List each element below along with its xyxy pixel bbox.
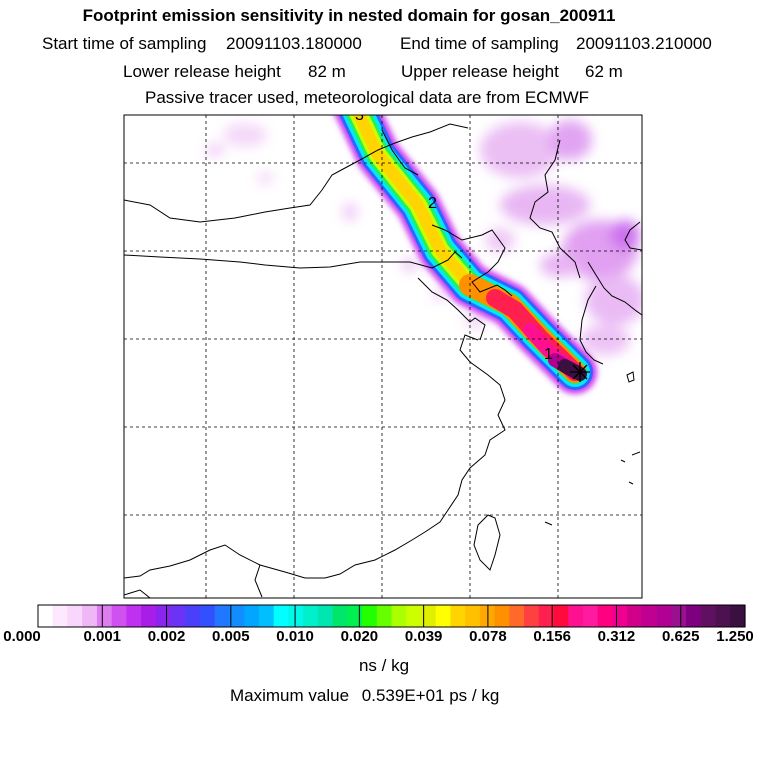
map-grid bbox=[124, 115, 642, 598]
colorbar-frame bbox=[37, 604, 746, 628]
colorbar-segment bbox=[362, 605, 378, 627]
colorbar-tick-label: 1.250 bbox=[716, 628, 754, 645]
colorbar-segment bbox=[170, 605, 186, 627]
colorbar-segment bbox=[391, 605, 407, 627]
colorbar-segment bbox=[67, 605, 83, 627]
colorbar-segment bbox=[126, 605, 142, 627]
plume-marker-2: 2 bbox=[428, 195, 437, 212]
coastlines bbox=[124, 123, 642, 598]
end-time-value: 20091103.210000 bbox=[576, 34, 712, 53]
plume-marker-1: 1 bbox=[544, 346, 553, 363]
colorbar-tick-label: 0.010 bbox=[276, 628, 314, 645]
lower-release-value: 82 m bbox=[308, 62, 346, 81]
colorbar-tick-label: 0.625 bbox=[661, 628, 700, 645]
background-sensitivity-patches bbox=[205, 120, 642, 355]
start-time-value: 20091103.180000 bbox=[226, 34, 362, 53]
plume-marker-3: 3 bbox=[355, 107, 364, 124]
start-time-label: Start time of sampling bbox=[42, 34, 207, 53]
colorbar-segment bbox=[273, 605, 289, 627]
colorbar-segment bbox=[229, 605, 245, 627]
colorbar-segment bbox=[303, 605, 319, 627]
colorbar-segment bbox=[347, 605, 363, 627]
colorbar-segment bbox=[185, 605, 201, 627]
colorbar-tick-label: 0.078 bbox=[469, 628, 507, 645]
colorbar-segment bbox=[52, 605, 69, 627]
colorbar-tick-label: 0.020 bbox=[340, 628, 379, 645]
colorbar-segment bbox=[730, 605, 746, 627]
colorbar-segment bbox=[155, 605, 172, 627]
colorbar-tick-label: 0.001 bbox=[83, 628, 122, 645]
colorbar-segment bbox=[671, 605, 687, 627]
colorbar-segment bbox=[465, 605, 481, 627]
colorbar-segment bbox=[568, 605, 584, 627]
colorbar-tick-label: 0.005 bbox=[212, 628, 250, 645]
colorbar-units: ns / kg bbox=[358, 656, 410, 675]
colorbar-segment bbox=[38, 605, 54, 627]
colorbar-segment bbox=[494, 605, 510, 627]
colorbar-segment bbox=[509, 605, 525, 627]
end-time-label: End time of sampling bbox=[400, 34, 559, 53]
colorbar-segment bbox=[524, 605, 540, 627]
colorbar-tick-label: 0.000 bbox=[3, 628, 41, 645]
colorbar-segment bbox=[288, 605, 304, 627]
maximum-value-number: 0.539E+01 ps / kg bbox=[361, 686, 500, 705]
colorbar-tick-label: 0.039 bbox=[404, 628, 443, 645]
colorbar-segment bbox=[700, 605, 717, 627]
colorbar-segment bbox=[582, 605, 599, 627]
colorbar-segment bbox=[641, 605, 658, 627]
upper-release-value: 62 m bbox=[585, 62, 623, 81]
colorbar-segment bbox=[553, 605, 569, 627]
release-site-marker bbox=[570, 362, 590, 382]
colorbar-segment bbox=[538, 605, 555, 627]
lower-release-label: Lower release height bbox=[123, 62, 281, 81]
colorbar-segment bbox=[612, 605, 628, 627]
map-frame bbox=[123, 114, 643, 599]
colorbar-segment bbox=[406, 605, 422, 627]
colorbar bbox=[37, 604, 746, 628]
colorbar-segment bbox=[420, 605, 437, 627]
upper-release-label: Upper release height bbox=[401, 62, 559, 81]
colorbar-segment bbox=[597, 605, 614, 627]
colorbar-segment bbox=[141, 605, 157, 627]
colorbar-segment bbox=[258, 605, 275, 627]
colorbar-segment bbox=[111, 605, 127, 627]
colorbar-segment bbox=[627, 605, 643, 627]
colorbar-segment bbox=[715, 605, 731, 627]
colorbar-segment bbox=[200, 605, 216, 627]
colorbar-segment bbox=[332, 605, 348, 627]
colorbar-segment bbox=[82, 605, 98, 627]
map-title: Footprint emission sensitivity in nested… bbox=[82, 6, 616, 25]
colorbar-tick-label: 0.312 bbox=[597, 628, 636, 645]
colorbar-segment bbox=[656, 605, 672, 627]
tracer-note: Passive tracer used, meteorological data… bbox=[145, 88, 590, 107]
colorbar-segment bbox=[686, 605, 702, 627]
maximum-value: Maximum value 0.539E+01 ps / kg bbox=[230, 686, 499, 706]
colorbar-segment bbox=[317, 605, 334, 627]
colorbar-tick-label: 0.002 bbox=[147, 628, 186, 645]
colorbar-segment bbox=[376, 605, 393, 627]
colorbar-segment bbox=[435, 605, 452, 627]
colorbar-segment bbox=[214, 605, 231, 627]
maximum-value-label: Maximum value bbox=[230, 686, 350, 705]
colorbar-tick-label: 0.156 bbox=[533, 628, 571, 645]
colorbar-segment bbox=[96, 605, 113, 627]
colorbar-segment bbox=[450, 605, 466, 627]
colorbar-segment bbox=[244, 605, 260, 627]
